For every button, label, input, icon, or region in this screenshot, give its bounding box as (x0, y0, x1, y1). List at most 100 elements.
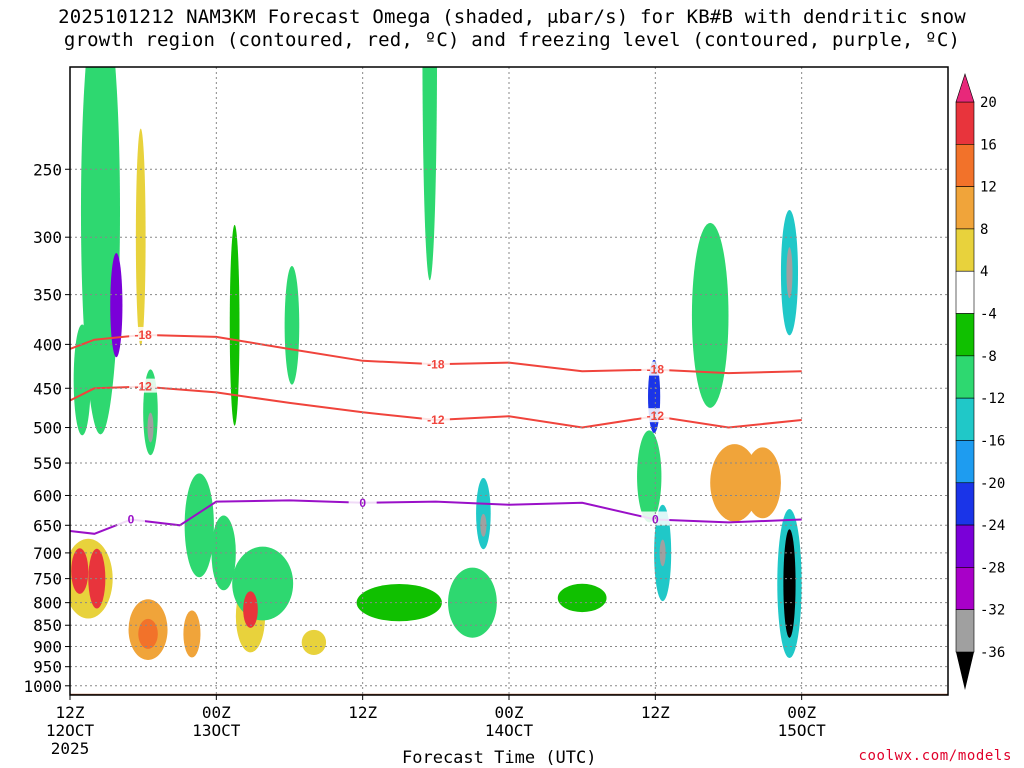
y-tick-label-400: 400 (33, 335, 62, 354)
y-tick-label-950: 950 (33, 658, 62, 677)
colorbar-bin-9 (955, 482, 975, 526)
x-tick-label-3-1: 14OCT (485, 721, 534, 740)
colorbar-bin-5 (955, 313, 975, 357)
omega-shading: -18-18-18-12-12-12000 (70, 67, 948, 695)
omega-cell-19 (211, 515, 236, 591)
chart-title-line-2: growth region (contoured, red, ºC) and f… (63, 29, 961, 51)
omega-cell-32 (659, 539, 666, 567)
colorbar-bin-10 (955, 524, 975, 568)
contour-label-0-0: -18 (134, 328, 152, 342)
contour-label-bg-1-1 (421, 412, 450, 427)
colorbar-label-3: 8 (980, 222, 988, 238)
omega-cell-18 (184, 473, 214, 578)
x-tick-label-1-1: 13OCT (192, 721, 241, 740)
y-tick-label-900: 900 (33, 638, 62, 657)
y-tick-label-500: 500 (33, 419, 62, 438)
colorbar-bin-11 (955, 567, 975, 610)
y-tick-label-750: 750 (33, 570, 62, 589)
y-tick-label-600: 600 (33, 486, 62, 505)
x-tick-label-0-1: 12OCT (46, 721, 95, 740)
omega-cell-11 (232, 546, 294, 621)
contour-label-1-0: -12 (134, 380, 152, 394)
colorbar-label-1: 16 (980, 137, 997, 153)
grid-lines (70, 67, 948, 695)
omega-cell-1 (301, 629, 327, 655)
y-tick-label-550: 550 (33, 454, 62, 473)
contour-label-0-1: -18 (427, 357, 445, 371)
x-tick-label-1-0: 00Z (202, 703, 231, 722)
omega-cell-7 (356, 584, 442, 622)
contour-label-bg-1-0 (129, 378, 158, 393)
colorbar-bin-7 (955, 397, 975, 441)
colorbar-label-6: -8 (980, 349, 997, 365)
omega-cell-14 (448, 567, 497, 638)
colorbar-label-2: 12 (980, 180, 997, 196)
omega-cell-34 (786, 247, 793, 299)
colorbar-top-cap (955, 73, 975, 103)
contour-label-bg-1-2 (641, 408, 670, 423)
colorbar-bin-6 (955, 355, 975, 399)
y-tick-label-800: 800 (33, 594, 62, 613)
colorbar-label-7: -12 (980, 391, 1005, 407)
omega-cell-15 (637, 430, 662, 523)
y-tick-label-450: 450 (33, 379, 62, 398)
colorbar-label-4: 4 (980, 264, 988, 280)
omega-cell-12 (284, 265, 300, 385)
x-tick-label-5-1: 15OCT (778, 721, 827, 740)
x-tick-label-4-0: 12Z (641, 703, 670, 722)
y-tick-label-700: 700 (33, 544, 62, 563)
colorbar-bin-4 (955, 270, 975, 314)
omega-cell-22 (476, 478, 491, 550)
contour-label-bg-2-1 (348, 494, 377, 509)
omega-cell-36 (783, 529, 796, 638)
contour-label-0-2: -18 (647, 363, 665, 377)
colorbar-bin-1 (955, 144, 975, 187)
omega-cell-13 (422, 67, 438, 281)
contour-label-2-2: 0 (652, 513, 659, 527)
colorbar-bin-8 (955, 440, 975, 484)
contour-label-2-0: 0 (128, 513, 135, 527)
colorbar-label-8: -16 (980, 433, 1005, 449)
omega-cell-28 (243, 591, 258, 628)
colorbar-bin-12 (955, 609, 975, 653)
y-tick-label-350: 350 (33, 286, 62, 305)
omega-cell-8 (557, 583, 607, 613)
colorbar-label-0: 20 (980, 95, 997, 111)
contour-label-1-2: -12 (647, 409, 665, 423)
omega-cell-33 (480, 513, 487, 537)
colorbar-label-5: -4 (980, 307, 997, 323)
omega-cell-31 (110, 253, 123, 358)
y-tick-label-250: 250 (33, 160, 62, 179)
y-tick-label-850: 850 (33, 616, 62, 635)
colorbar-bin-0 (955, 101, 975, 145)
chart-title-line-1: 2025101212 NAM3KM Forecast Omega (shaded… (58, 6, 966, 28)
omega-cell-29 (71, 548, 89, 594)
x-axis-label: Forecast Time (UTC) (402, 748, 597, 768)
contour-label-1-1: -12 (427, 413, 445, 427)
x-tick-label-0-0: 12Z (56, 703, 85, 722)
site-credit: coolwx.com/models (858, 748, 1012, 764)
omega-cell-24 (138, 618, 158, 649)
contour-label-bg-2-0 (116, 511, 145, 526)
omega-cell-17 (80, 67, 120, 435)
colorbar-label-9: -20 (980, 476, 1005, 492)
plot-background (70, 67, 948, 695)
omega-cell-21 (691, 222, 729, 408)
colorbar-label-13: -36 (980, 645, 1005, 661)
colorbar-label-12: -32 (980, 603, 1005, 619)
x-tick-label-2-0: 12Z (348, 703, 377, 722)
colorbar-label-11: -28 (980, 560, 1005, 576)
colorbar-label-10: -24 (980, 518, 1005, 534)
x-tick-label-0-2: 2025 (51, 739, 90, 758)
y-tick-label-650: 650 (33, 516, 62, 535)
omega-cell-16 (744, 447, 781, 519)
colorbar-bottom-cap (956, 652, 974, 690)
colorbar-bin-3 (955, 228, 975, 272)
y-tick-label-1000: 1000 (23, 677, 62, 696)
contour-label-bg-0-1 (421, 356, 450, 371)
omega-cell-6 (229, 224, 240, 426)
x-tick-label-5-0: 00Z (787, 703, 816, 722)
colorbar-bin-2 (955, 186, 975, 230)
y-tick-label-300: 300 (33, 228, 62, 247)
